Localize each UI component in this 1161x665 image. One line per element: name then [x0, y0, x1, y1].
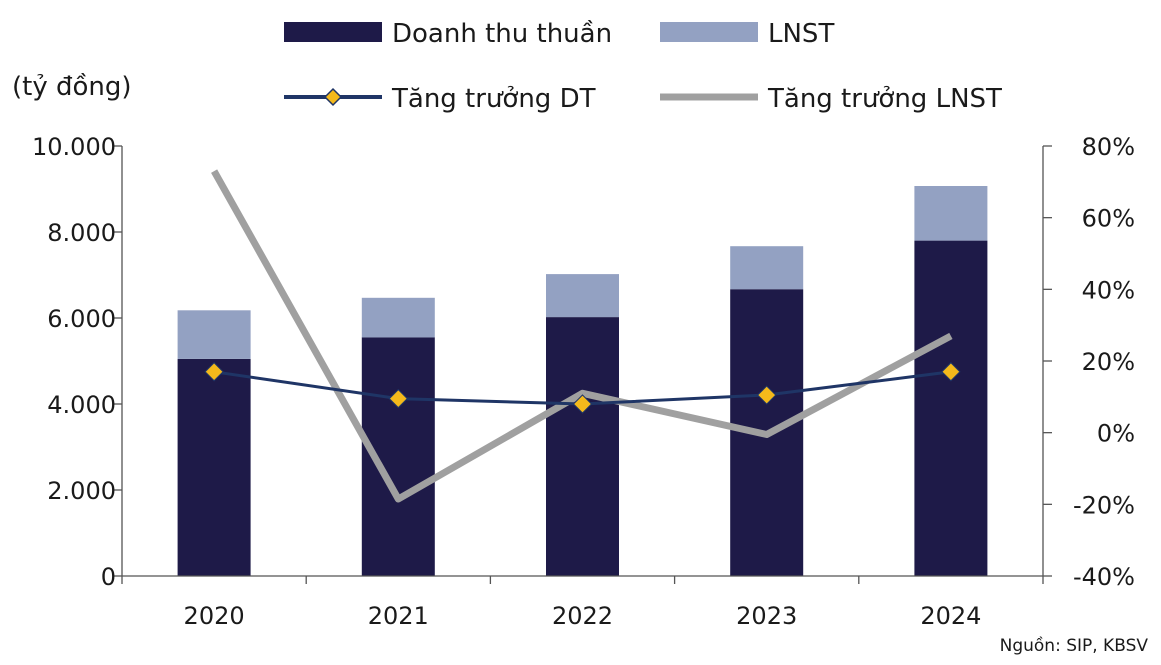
x-tick-label-2024: 2024 [920, 602, 981, 630]
y-tick-label-left: 8.000 [47, 219, 116, 247]
legend-label-doanh-thu-thuan: Doanh thu thuần [392, 19, 612, 49]
x-tick-label-2020: 2020 [184, 602, 245, 630]
source-note: Nguồn: SIP, KBSV [1000, 635, 1149, 656]
y-tick-label-right: -20% [1073, 491, 1135, 519]
bar-doanh-thu-thuan-2022 [546, 317, 619, 576]
marker-tang-truong-dt-2023 [756, 385, 777, 405]
y-tick-label-left: 6.000 [47, 305, 116, 333]
y-tick-label-right: -40% [1073, 563, 1135, 591]
lines [204, 169, 961, 503]
y-tick-label-right: 0% [1097, 420, 1135, 448]
bar-lnst-2021 [361, 297, 435, 338]
bar-lnst-2020 [177, 310, 251, 359]
x-tick-label-2022: 2022 [552, 602, 613, 630]
bar-lnst-2022 [546, 274, 619, 318]
y-tick-label-left: 4.000 [47, 391, 116, 419]
bar-doanh-thu-thuan-2020 [177, 358, 251, 576]
y-tick-label-right: 20% [1082, 348, 1135, 376]
y-tick-label-right: 60% [1082, 205, 1135, 233]
bar-doanh-thu-thuan-2024 [914, 240, 988, 576]
y-tick-label-left: 2.000 [47, 477, 116, 505]
axes: 0 2.000 4.000 6.000 8.000 10.000 -40% -20% 0% 20%… [32, 133, 1135, 630]
marker-tang-truong-dt-2022 [572, 394, 593, 414]
legend-marker-tang-truong-dt [323, 87, 343, 107]
y-tick-label-left: 10.000 [32, 133, 116, 161]
y-tick-label-right: 40% [1082, 276, 1135, 304]
marker-tang-truong-dt-2024 [941, 362, 961, 382]
marker-tang-truong-dt-2020 [204, 362, 224, 382]
y-tick-label-left: 0 [101, 563, 116, 591]
legend-label-tang-truong-lnst: Tăng trưởng LNST [767, 84, 1002, 114]
bar-lnst-2023 [730, 246, 804, 290]
y-tick-label-right: 80% [1082, 133, 1135, 161]
x-tick-label-2021: 2021 [368, 602, 429, 630]
bars [177, 186, 988, 576]
marker-tang-truong-dt-2021 [388, 388, 409, 409]
legend: Doanh thu thuần LNST Tăng trưởng DT Tăng… [284, 19, 1002, 114]
x-tick-label-2023: 2023 [736, 602, 797, 630]
bar-lnst-2024 [914, 186, 988, 241]
y-axis-unit-label: (tỷ đồng) [12, 72, 132, 102]
legend-swatch-lnst [660, 22, 758, 42]
legend-label-lnst: LNST [768, 19, 834, 49]
legend-swatch-doanh-thu-thuan [284, 22, 382, 42]
legend-label-tang-truong-dt: Tăng trưởng DT [391, 84, 596, 114]
